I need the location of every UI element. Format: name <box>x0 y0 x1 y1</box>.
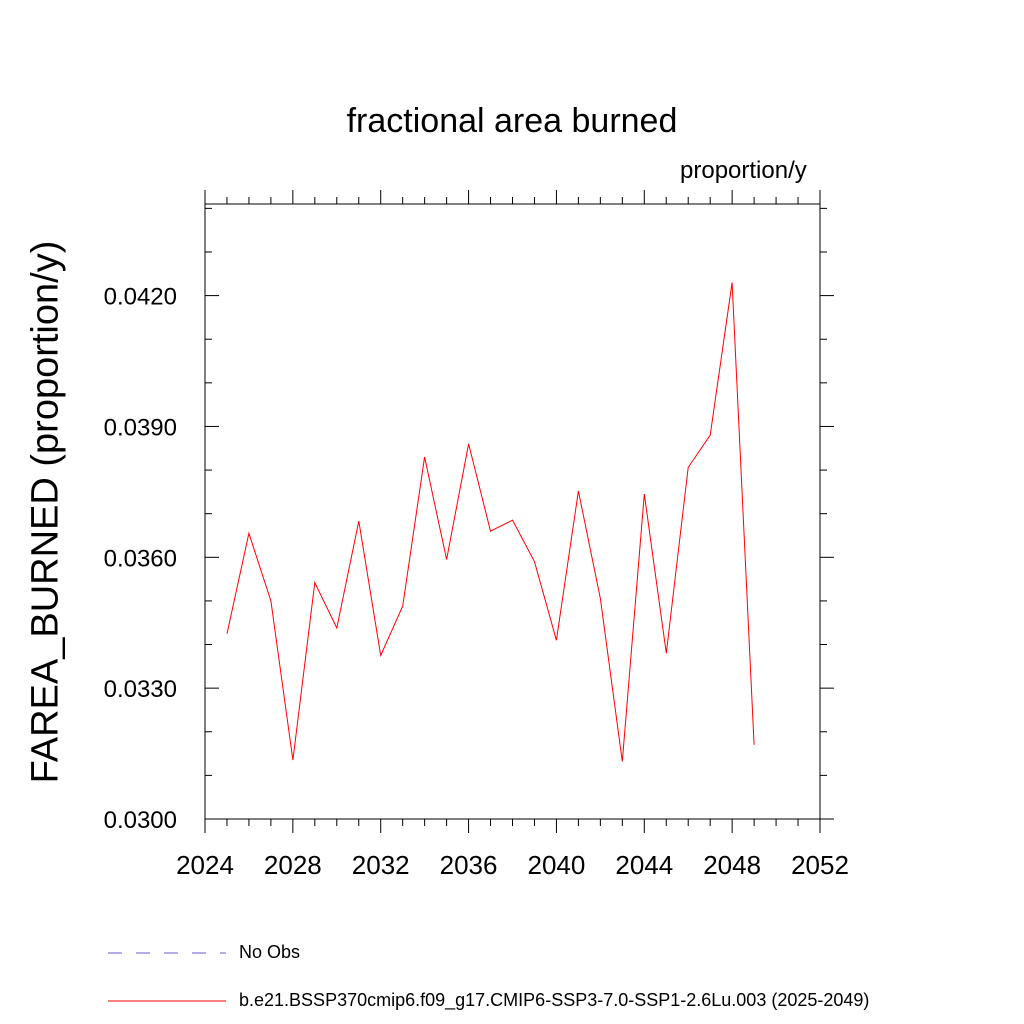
x-tick-label: 2052 <box>791 850 849 880</box>
y-tick-label: 0.0300 <box>104 807 177 834</box>
y-tick-label: 0.0420 <box>104 284 177 311</box>
y-tick-label: 0.0360 <box>104 545 177 572</box>
series-line <box>226 282 755 762</box>
x-tick-label: 2028 <box>264 850 322 880</box>
units-label: proportion/y <box>680 157 807 184</box>
legend-label-series: b.e21.BSSP370cmip6.f09_g17.CMIP6-SSP3-7.… <box>239 990 870 1010</box>
axis-tick-labels: 2024 2028 2032 2036 2040 2044 2048 2052 0.0300 0.… <box>104 284 849 880</box>
y-tick-label: 0.0330 <box>104 676 177 703</box>
chart-title: fractional area burned <box>346 102 678 140</box>
x-tick-label: 2044 <box>615 850 673 880</box>
x-tick-label: 2024 <box>176 850 234 880</box>
x-tick-label: 2032 <box>352 850 410 880</box>
series-layer <box>226 282 755 762</box>
x-tick-label: 2048 <box>703 850 761 880</box>
x-tick-label: 2036 <box>440 850 498 880</box>
axis-ticks <box>204 190 834 833</box>
x-tick-label: 2040 <box>528 850 586 880</box>
legend-swatches <box>108 952 226 1002</box>
y-tick-label: 0.0390 <box>104 414 177 441</box>
legend-label-no-obs: No Obs <box>239 942 301 962</box>
